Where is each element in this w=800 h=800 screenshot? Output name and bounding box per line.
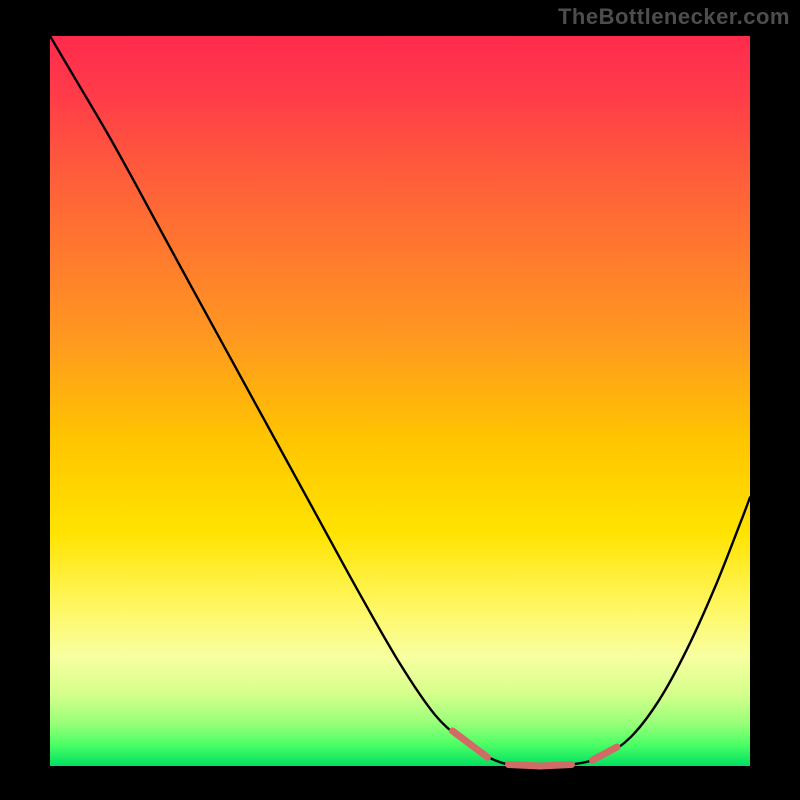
highlight-segment (509, 765, 541, 766)
plot-background (50, 36, 750, 766)
chart-container: TheBottlenecker.com (0, 0, 800, 800)
attribution-label: TheBottlenecker.com (558, 4, 790, 30)
bottleneck-chart (0, 0, 800, 800)
highlight-segment (540, 765, 572, 766)
